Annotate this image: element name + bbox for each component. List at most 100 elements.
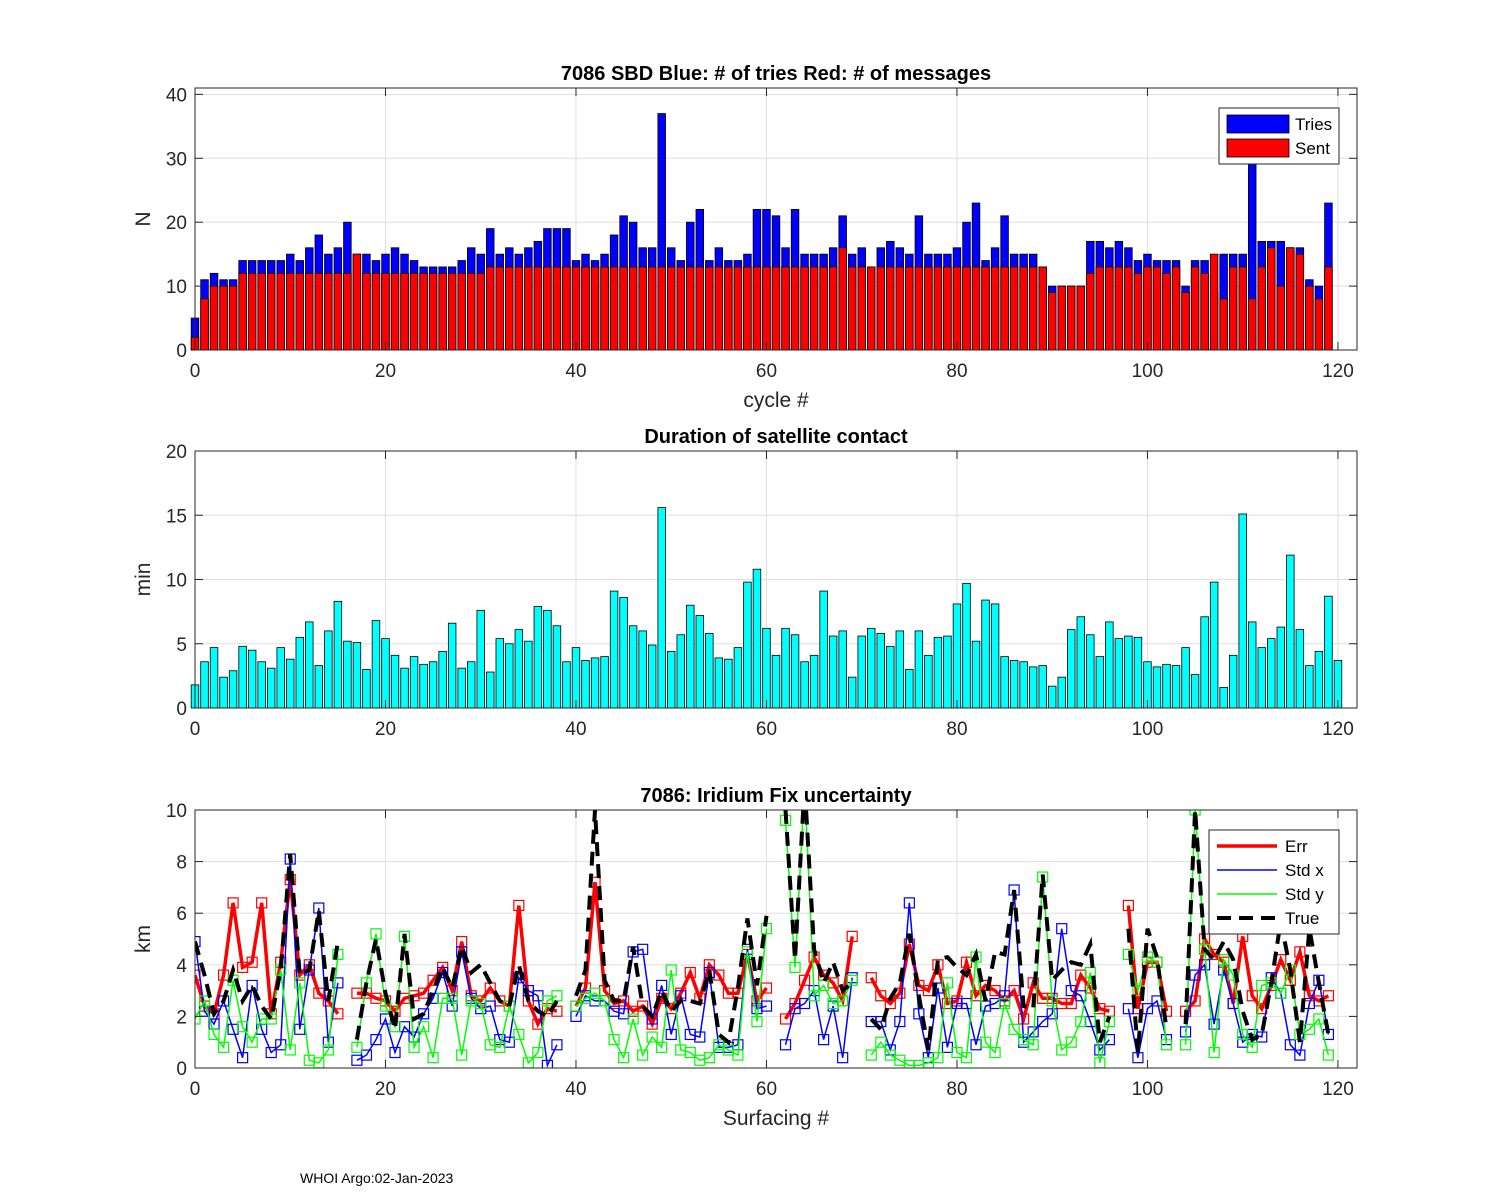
bar-duration bbox=[266, 667, 276, 709]
marker-std-y bbox=[195, 1013, 201, 1025]
bar-duration bbox=[781, 627, 790, 709]
marker-std-y bbox=[208, 1028, 220, 1041]
bar-duration bbox=[1181, 647, 1190, 709]
marker-std-x bbox=[998, 990, 1011, 1002]
tick-label-y: 6 bbox=[176, 904, 187, 925]
bar-duration bbox=[743, 581, 752, 709]
marker-err bbox=[760, 982, 773, 994]
line-true bbox=[574, 810, 769, 1046]
marker-std-y bbox=[1122, 948, 1135, 961]
bar-sent bbox=[1143, 266, 1152, 351]
bar-duration bbox=[362, 669, 371, 709]
bar-sent bbox=[771, 266, 781, 351]
marker-std-x bbox=[903, 897, 915, 909]
bar-duration bbox=[1238, 513, 1247, 709]
line-std-x bbox=[356, 951, 558, 1068]
tick-label-y: 10 bbox=[166, 801, 187, 822]
bar-sent bbox=[295, 272, 304, 351]
legend-label: Std y bbox=[1285, 885, 1324, 904]
marker-std-x bbox=[265, 1046, 277, 1059]
bar-sent bbox=[1076, 285, 1085, 351]
axes-box bbox=[194, 809, 1358, 1069]
chart-title: 7086 SBD Blue: # of tries Red: # of mess… bbox=[561, 63, 991, 85]
legend: Tries Sent bbox=[1218, 107, 1340, 165]
bar-sent bbox=[819, 266, 828, 351]
bar-sent bbox=[1257, 266, 1266, 351]
bar-sent bbox=[971, 266, 981, 351]
bar-sent bbox=[647, 266, 657, 351]
bar-sent bbox=[247, 272, 257, 351]
bar-sent bbox=[686, 266, 695, 351]
bar-duration bbox=[543, 609, 552, 709]
marker-std-x bbox=[551, 1039, 563, 1051]
marker-std-y bbox=[846, 974, 858, 986]
bar-sent bbox=[895, 266, 905, 351]
marker-std-x bbox=[1103, 1034, 1115, 1046]
bar-sent bbox=[828, 266, 838, 351]
bar-sent bbox=[324, 272, 333, 351]
bar-duration bbox=[1067, 629, 1076, 709]
bar-sent bbox=[400, 272, 409, 351]
bar-duration bbox=[505, 643, 514, 709]
bar-duration bbox=[1105, 621, 1114, 709]
bar-duration bbox=[409, 656, 419, 709]
legend: Err Std x Std y True bbox=[1208, 829, 1340, 935]
marker-std-x bbox=[894, 1015, 906, 1028]
bar-sent bbox=[1133, 272, 1143, 351]
y-axis-label: N bbox=[132, 211, 155, 226]
bar-sent bbox=[867, 266, 876, 351]
marker-err bbox=[865, 972, 877, 984]
bar-duration bbox=[1000, 656, 1009, 709]
marker-std-y bbox=[646, 1031, 658, 1043]
marker-std-y bbox=[979, 1036, 992, 1048]
marker-std-y bbox=[265, 1013, 277, 1025]
bar-duration bbox=[1057, 676, 1066, 709]
marker-std-y bbox=[1065, 1036, 1077, 1048]
bar-duration bbox=[1324, 595, 1333, 709]
marker-std-x bbox=[818, 1034, 830, 1046]
line-true bbox=[354, 933, 559, 1040]
marker-std-x bbox=[760, 1000, 773, 1012]
bar-duration bbox=[886, 645, 895, 709]
marker-std-y bbox=[732, 1049, 744, 1061]
marker-std-x bbox=[1056, 923, 1068, 935]
bar-sent bbox=[619, 266, 628, 351]
bar-sent bbox=[524, 266, 533, 351]
bar-duration bbox=[1267, 638, 1276, 709]
bar-sent bbox=[695, 266, 705, 351]
bar-sent bbox=[1019, 266, 1028, 351]
bar-duration bbox=[590, 657, 600, 709]
bar-sent bbox=[1209, 253, 1219, 351]
axes-duration: 0 20 40 60 80 100 120 0 5 10 15 20 Duration of satel… bbox=[132, 426, 1358, 740]
tick-label-y: 8 bbox=[176, 853, 187, 874]
bar-sent bbox=[1181, 292, 1190, 351]
bar-duration bbox=[1162, 663, 1171, 709]
bar-duration bbox=[1086, 634, 1095, 709]
marker-err bbox=[1294, 946, 1306, 958]
bar-duration bbox=[943, 635, 952, 709]
marker-std-x bbox=[656, 979, 668, 992]
lines-group bbox=[195, 810, 1335, 1068]
bar-duration bbox=[571, 647, 581, 709]
tick-label-x: 100 bbox=[1132, 1079, 1164, 1100]
marker-std-y bbox=[1208, 1046, 1220, 1059]
plot-area bbox=[195, 810, 1357, 1068]
bar-sent bbox=[876, 266, 885, 351]
marker-err bbox=[256, 897, 268, 909]
bar-duration bbox=[476, 609, 485, 709]
marker-std-y bbox=[475, 997, 487, 1010]
tick-label-x: 80 bbox=[946, 361, 967, 382]
line-std-x bbox=[784, 977, 853, 1058]
marker-std-y bbox=[379, 1000, 392, 1012]
legend-swatch bbox=[1226, 114, 1290, 134]
bar-duration bbox=[971, 640, 981, 709]
bar-duration bbox=[428, 661, 438, 709]
tick-label-y: 4 bbox=[176, 956, 187, 977]
bar-duration bbox=[209, 647, 219, 709]
tick-label-x: 60 bbox=[756, 1079, 777, 1100]
bar-sent bbox=[762, 266, 771, 351]
marker-std-y bbox=[1008, 1023, 1020, 1035]
bar-sent bbox=[800, 266, 809, 351]
marker-std-x bbox=[360, 1049, 373, 1061]
tick-label-x: 60 bbox=[756, 719, 777, 740]
